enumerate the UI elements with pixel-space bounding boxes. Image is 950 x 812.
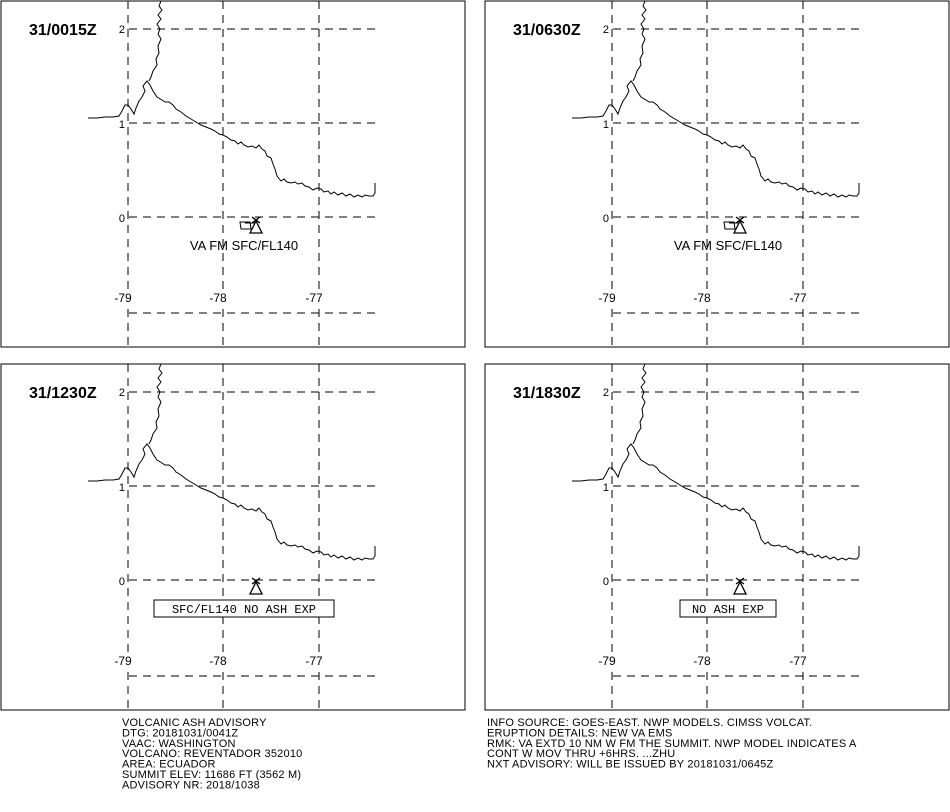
advisory-left-line: VOLCANO: REVENTADOR 352010 (122, 748, 302, 760)
tick-label-bg (117, 212, 126, 224)
tick-label-bg (117, 386, 126, 398)
tick-label-bg (117, 118, 126, 130)
longitude-tick-label: -79 (114, 291, 132, 305)
tick-label-bg (594, 291, 620, 305)
latitude-tick-label: 2 (119, 24, 125, 36)
volcano-icon (732, 216, 748, 234)
advisory-left-line: DTG: 20181031/0041Z (122, 727, 238, 739)
country-border (632, 0, 647, 82)
volcano-icon (732, 577, 748, 595)
tick-label-bg (117, 23, 126, 35)
coastline (88, 80, 376, 198)
tick-label-bg (110, 654, 136, 668)
advisory-right-line: RMK: VA EXTD 10 NM W FM THE SUMMIT. NWP … (487, 738, 857, 750)
longitude-tick-label: -78 (693, 291, 711, 305)
longitude-tick-label: -77 (305, 291, 323, 305)
advisory-right-line: CONT W MOV THRU +6HRS. ...ZHU (487, 748, 675, 760)
plume-label: VA FM SFC/FL140 (190, 238, 298, 253)
longitude-tick-label: -78 (209, 291, 227, 305)
label-box (679, 599, 777, 618)
plume-label: NO ASH EXP (692, 603, 764, 617)
advisory-left-line: VAAC: WASHINGTON (122, 738, 236, 750)
latitude-tick-label: 1 (603, 482, 609, 494)
map-panel-1: 31/0015Z 2 1 0 -79 -78 -77 VA FM SFC/FL140 (0, 0, 466, 348)
longitude-tick-label: -79 (598, 291, 616, 305)
coastline (88, 443, 376, 561)
panel-time-label: 31/0630Z (513, 22, 581, 39)
map-panel-2: 31/0630Z 2 1 0 -79 -78 -77 VA FM SFC/FL140 (484, 0, 950, 348)
panel-frame (0, 0, 466, 348)
latitude-tick-label: 2 (119, 387, 125, 399)
longitude-tick-label: -79 (114, 654, 132, 668)
volcano-icon (248, 216, 264, 234)
latitude-tick-label: 2 (603, 24, 609, 36)
coastline (572, 443, 860, 561)
panel-time-label: 31/1230Z (29, 385, 97, 402)
longitude-tick-label: -77 (305, 654, 323, 668)
tick-label-bg (785, 291, 811, 305)
tick-label-bg (601, 212, 610, 224)
tick-label-bg (110, 291, 136, 305)
advisory-left-line: SUMMIT ELEV: 11686 FT (3562 M) (122, 769, 301, 781)
latitude-tick-label: 1 (603, 119, 609, 131)
tick-label-bg (601, 575, 610, 587)
latitude-tick-label: 0 (119, 213, 125, 225)
advisory-right-line: ERUPTION DETAILS: NEW VA EMS (487, 727, 673, 739)
label-box (153, 599, 335, 618)
tick-label-bg (301, 291, 327, 305)
advisory-left-line: VOLCANIC ASH ADVISORY (122, 717, 267, 729)
latitude-tick-label: 0 (603, 576, 609, 588)
country-border (632, 363, 647, 445)
tick-label-bg (594, 654, 620, 668)
map-panel-3: 31/1230Z 2 1 0 -79 -78 -77 SFC/FL140 NO ASH EXP (0, 363, 466, 711)
panel-time-label: 31/1830Z (513, 385, 581, 402)
longitude-tick-label: -79 (598, 654, 616, 668)
tick-label-bg (601, 23, 610, 35)
country-border (148, 0, 163, 82)
panel-frame (0, 363, 466, 711)
tick-label-bg (117, 575, 126, 587)
tick-label-bg (785, 654, 811, 668)
advisory-left-line: ADVISORY NR: 2018/1038 (122, 779, 260, 791)
longitude-tick-label: -78 (209, 654, 227, 668)
panel-time-label: 31/0015Z (29, 22, 97, 39)
latitude-tick-label: 0 (119, 576, 125, 588)
advisory-left-line: AREA: ECUADOR (122, 759, 216, 771)
tick-label-bg (601, 118, 610, 130)
longitude-tick-label: -77 (789, 291, 807, 305)
panel-frame (484, 363, 950, 711)
tick-label-bg (689, 654, 715, 668)
plume-label: VA FM SFC/FL140 (674, 238, 782, 253)
ash-plume-polygon (723, 221, 736, 230)
volcano-icon (248, 577, 264, 595)
tick-label-bg (689, 291, 715, 305)
tick-label-bg (601, 481, 610, 493)
ash-plume-polygon (239, 221, 252, 230)
map-panel-4: 31/1830Z 2 1 0 -79 -78 -77 NO ASH EXP (484, 363, 950, 711)
tick-label-bg (205, 654, 231, 668)
advisory-right-line: NXT ADVISORY: WILL BE ISSUED BY 20181031… (487, 759, 773, 771)
plume-label: SFC/FL140 NO ASH EXP (172, 603, 316, 617)
advisory-right-line: INFO SOURCE: GOES-EAST. NWP MODELS. CIMS… (487, 717, 812, 729)
longitude-tick-label: -78 (693, 654, 711, 668)
latitude-tick-label: 2 (603, 387, 609, 399)
country-border (148, 363, 163, 445)
tick-label-bg (205, 291, 231, 305)
tick-label-bg (301, 654, 327, 668)
coastline (572, 80, 860, 198)
latitude-tick-label: 0 (603, 213, 609, 225)
panel-frame (484, 0, 950, 348)
tick-label-bg (117, 481, 126, 493)
tick-label-bg (601, 386, 610, 398)
latitude-tick-label: 1 (119, 119, 125, 131)
longitude-tick-label: -77 (789, 654, 807, 668)
latitude-tick-label: 1 (119, 482, 125, 494)
